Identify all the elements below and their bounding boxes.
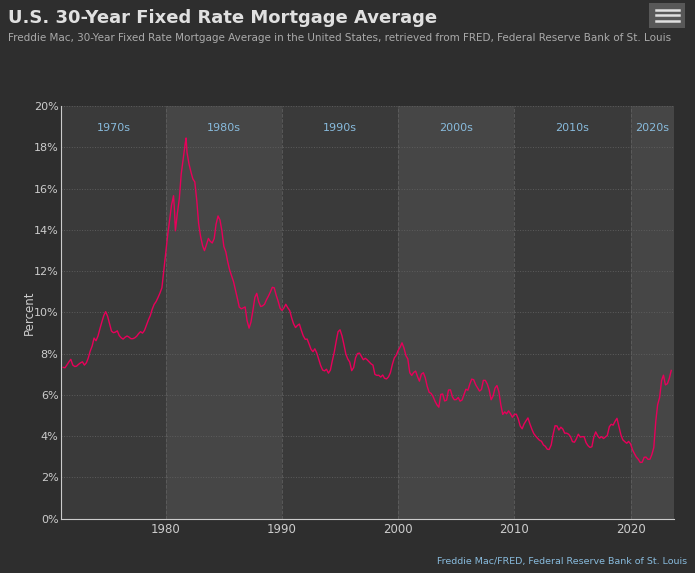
Bar [398,106,514,519]
Text: Freddie Mac/FRED, Federal Reserve Bank of St. Louis: Freddie Mac/FRED, Federal Reserve Bank o… [436,557,687,566]
Text: 2000s: 2000s [439,123,473,132]
Bar [282,106,398,519]
Text: 2020s: 2020s [635,123,669,132]
Bar [61,106,165,519]
Y-axis label: Percent: Percent [23,290,36,335]
Text: Freddie Mac, 30-Year Fixed Rate Mortgage Average in the United States, retrieved: Freddie Mac, 30-Year Fixed Rate Mortgage… [8,33,671,43]
Text: 1990s: 1990s [323,123,357,132]
Bar [165,106,282,519]
Bar [630,106,674,519]
Bar [514,106,630,519]
Text: 2010s: 2010s [555,123,589,132]
Text: U.S. 30-Year Fixed Rate Mortgage Average: U.S. 30-Year Fixed Rate Mortgage Average [8,9,437,26]
Text: 1970s: 1970s [97,123,131,132]
Text: 1980s: 1980s [207,123,241,132]
